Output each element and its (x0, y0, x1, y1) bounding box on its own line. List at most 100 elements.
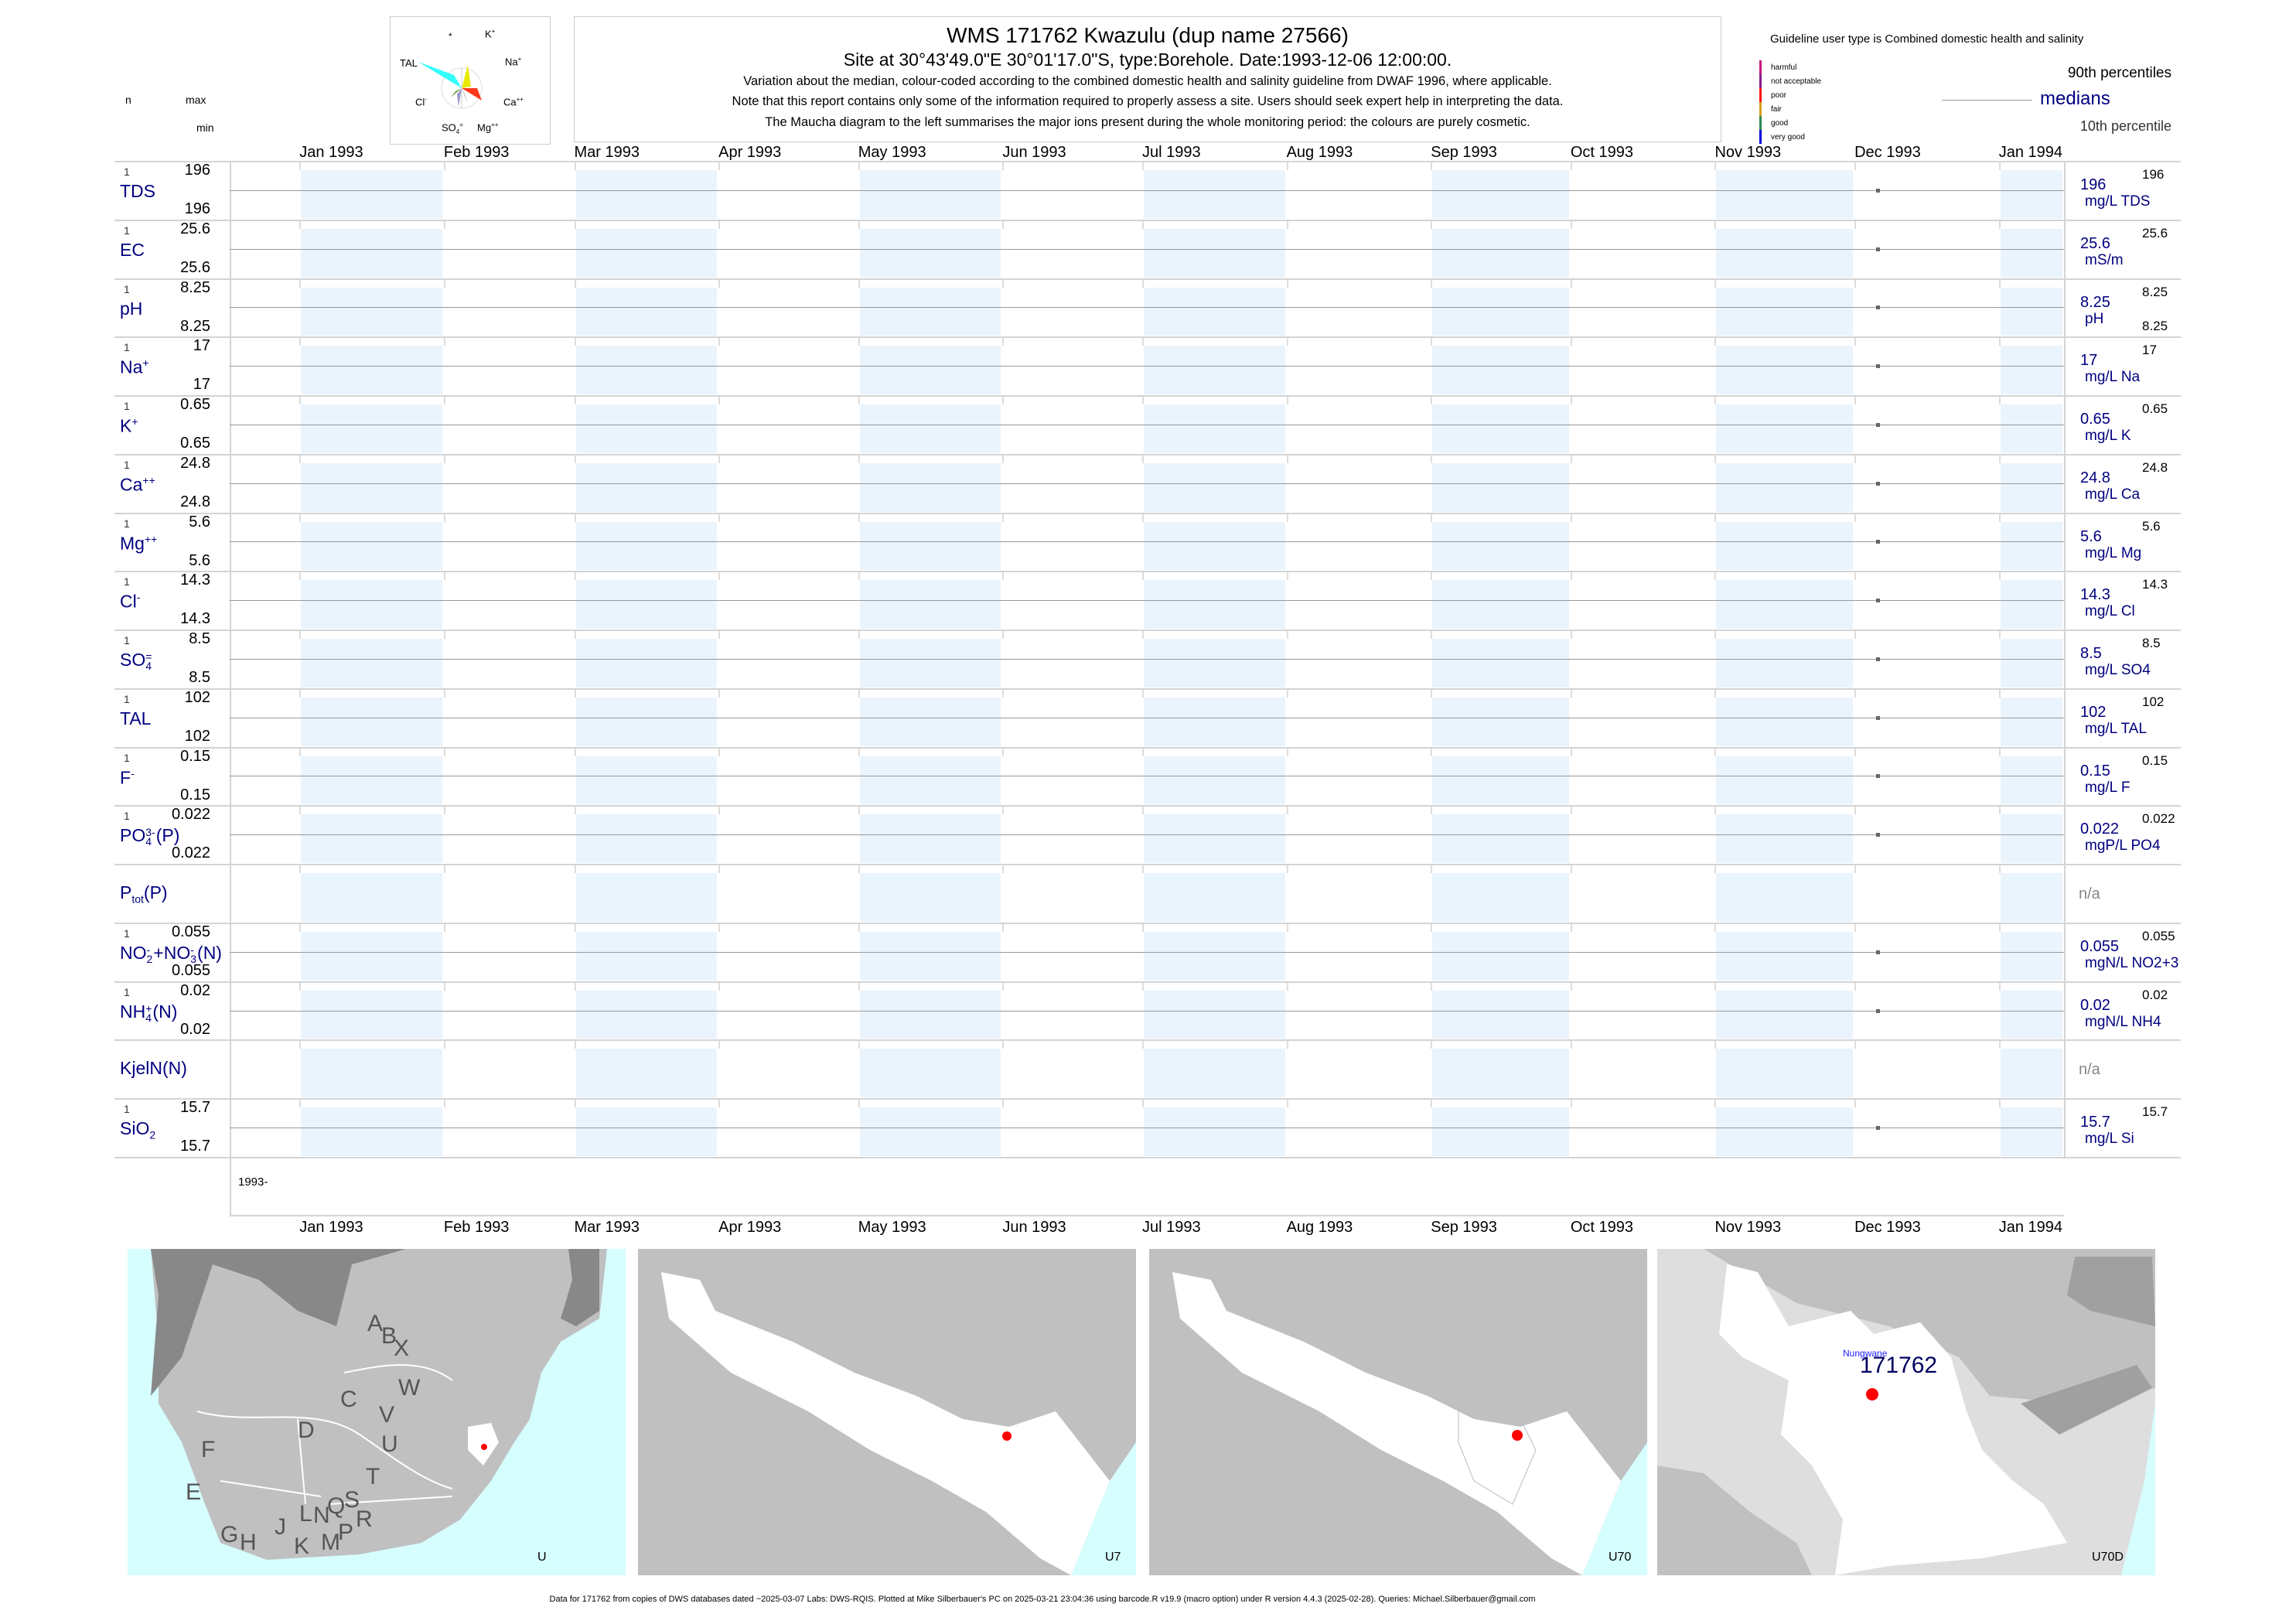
month-tick (718, 397, 721, 405)
label-text: SO (120, 650, 146, 670)
month-tick (858, 162, 860, 170)
month-tick (574, 923, 576, 932)
min-value: 5.6 (189, 551, 210, 569)
month-tick (1286, 1100, 1288, 1108)
month-tick (858, 923, 860, 932)
plot-right-axis (2064, 161, 2066, 1157)
p90-value: 8.5 (2142, 636, 2161, 651)
month-tick (1570, 279, 1572, 288)
maucha-label-na: Na+ (505, 56, 522, 68)
p90-value: 102 (2142, 694, 2165, 709)
month-tick (574, 1100, 576, 1108)
max-value: 102 (184, 688, 210, 706)
month-tick (1141, 1100, 1144, 1108)
month-tick (1141, 631, 1144, 640)
month-tick (718, 513, 721, 522)
month-tick (718, 162, 721, 170)
month-tick (1141, 982, 1144, 991)
sample-point (1876, 540, 1881, 544)
p90-value: 24.8 (2142, 459, 2168, 475)
guideline-text: Guideline user type is Combined domestic… (1770, 32, 2084, 46)
row-separator (114, 922, 2181, 924)
drainage-region-label: S (344, 1487, 360, 1513)
label-text: Ca (120, 474, 143, 495)
month-tick (718, 279, 721, 288)
month-label-top: Feb 1993 (443, 144, 510, 161)
month-band (859, 1107, 1001, 1156)
month-label-top: May 1993 (858, 144, 926, 161)
map-caption-u: U (537, 1551, 547, 1564)
month-tick (443, 279, 445, 288)
month-tick (1998, 982, 2001, 991)
label-sub: tot (131, 892, 144, 906)
month-band (1432, 1107, 1569, 1156)
month-tick (718, 455, 721, 463)
month-tick (299, 923, 302, 932)
month-tick (1854, 572, 1857, 581)
month-tick (1998, 1041, 2001, 1049)
parameter-label: K+ (120, 415, 138, 437)
label-text: EC (120, 239, 145, 260)
month-tick (1431, 513, 1433, 522)
label-sup: - (190, 943, 194, 956)
unit-label: mgN/L NO2+3 (2085, 954, 2179, 971)
month-tick (299, 1100, 302, 1108)
month-tick (1431, 689, 1433, 698)
month-tick (443, 455, 445, 463)
month-tick (443, 982, 445, 991)
month-tick (1854, 631, 1857, 640)
month-tick (574, 572, 576, 581)
min-value: 15.7 (180, 1138, 210, 1155)
median-value: 8.25 (2080, 293, 2110, 311)
month-label-bottom: Jul 1993 (1141, 1219, 1201, 1236)
month-band (1143, 990, 1285, 1039)
month-band (575, 873, 718, 922)
month-band (301, 404, 442, 453)
month-tick (858, 1100, 860, 1108)
month-band (1716, 931, 1854, 981)
min-value: 25.6 (180, 258, 210, 276)
parameter-label: KjelN(N) (120, 1058, 187, 1079)
note-disclaimer: Note that this report contains only some… (732, 94, 1564, 108)
label-text: (N) (152, 1001, 178, 1022)
month-band (1716, 1049, 1854, 1098)
month-band (575, 931, 718, 981)
parameter-label: PO 3- 4 (P) (120, 825, 179, 848)
median-line (230, 600, 2064, 602)
month-tick (1854, 1100, 1857, 1108)
median-line (230, 541, 2064, 543)
month-tick (1714, 572, 1717, 581)
month-tick (1854, 748, 1857, 756)
month-tick (1002, 923, 1005, 932)
parameter-label: SiO2 (120, 1118, 155, 1141)
month-tick (1998, 220, 2001, 229)
month-tick (1002, 162, 1005, 170)
month-tick (299, 1041, 302, 1049)
month-tick (1570, 338, 1572, 346)
p90-value: 17 (2142, 343, 2157, 358)
month-band (859, 462, 1001, 512)
max-value: 0.02 (180, 981, 210, 999)
month-tick (299, 982, 302, 991)
month-tick (1286, 748, 1288, 756)
month-tick (1854, 1041, 1857, 1049)
month-band (1716, 462, 1854, 512)
month-tick (858, 338, 860, 346)
month-band (301, 1107, 442, 1156)
month-band (575, 170, 718, 219)
month-tick (1431, 397, 1433, 405)
drainage-region-label: K (294, 1534, 310, 1559)
month-tick (1570, 982, 1572, 991)
p90-value: 8.25 (2142, 284, 2168, 299)
month-band (859, 697, 1001, 746)
month-band (575, 404, 718, 453)
max-value: 0.65 (180, 396, 210, 414)
month-tick (1286, 923, 1288, 932)
plot-left-axis (230, 161, 231, 1215)
month-tick (1998, 748, 2001, 756)
label-sub: 4 (145, 835, 152, 848)
month-tick (718, 572, 721, 581)
month-label-top: Nov 1993 (1714, 144, 1782, 161)
legend-median-line (1942, 100, 2032, 101)
